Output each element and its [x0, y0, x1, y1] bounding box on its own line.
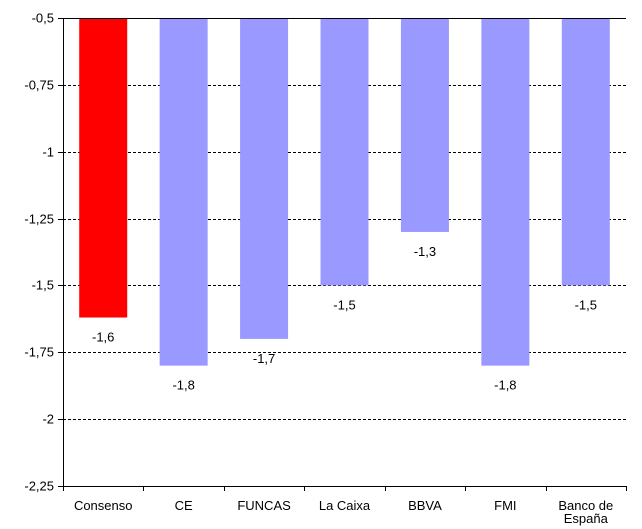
x-tick-label: FUNCAS: [237, 498, 291, 513]
bar-fmi: [481, 18, 530, 366]
x-tick-label: Consenso: [74, 498, 133, 513]
y-tick-label: -0,75: [24, 78, 54, 93]
bar-funcas: [240, 18, 289, 339]
bar-bbva: [400, 18, 449, 232]
data-label: -1,3: [414, 244, 436, 259]
y-tick-label: -2: [42, 412, 54, 427]
x-tick-label: Banco de España: [558, 498, 613, 526]
data-label: -1,6: [92, 330, 114, 345]
labels: -0,5 -0,75 -1 -1,25 -1,5 -1,75 -2 -2,25 -1,6 Cons…: [24, 11, 613, 527]
y-tick-label: -2,25: [24, 479, 54, 494]
data-label: -1,8: [172, 378, 194, 393]
bar-banco-de-españa: [561, 18, 610, 286]
bars: [79, 18, 610, 366]
bar-ce: [159, 18, 208, 366]
data-label: -1,8: [494, 378, 516, 393]
x-tick-label: BBVA: [408, 498, 442, 513]
axes: [58, 18, 627, 491]
bar-consenso: [79, 18, 128, 318]
x-tick-label: FMI: [494, 498, 516, 513]
data-label: -1,5: [333, 297, 355, 312]
data-label: -1,5: [575, 297, 597, 312]
y-tick-label: -1,75: [24, 345, 54, 360]
y-tick-label: -1: [42, 145, 54, 160]
y-tick-label: -1,5: [32, 278, 54, 293]
x-tick-label: La Caixa: [319, 498, 371, 513]
y-tick-label: -1,25: [24, 212, 54, 227]
x-tick-label: CE: [175, 498, 193, 513]
y-tick-label: -0,5: [32, 11, 54, 26]
bar-la-caixa: [320, 18, 369, 286]
data-label: -1,7: [253, 351, 275, 366]
